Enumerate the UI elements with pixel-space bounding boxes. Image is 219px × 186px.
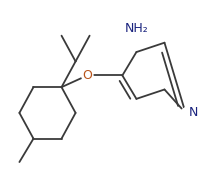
Text: O: O	[82, 69, 92, 82]
Circle shape	[82, 70, 93, 81]
Text: NH₂: NH₂	[125, 22, 148, 35]
Circle shape	[127, 20, 145, 38]
Circle shape	[183, 106, 196, 119]
Text: N: N	[189, 106, 198, 119]
